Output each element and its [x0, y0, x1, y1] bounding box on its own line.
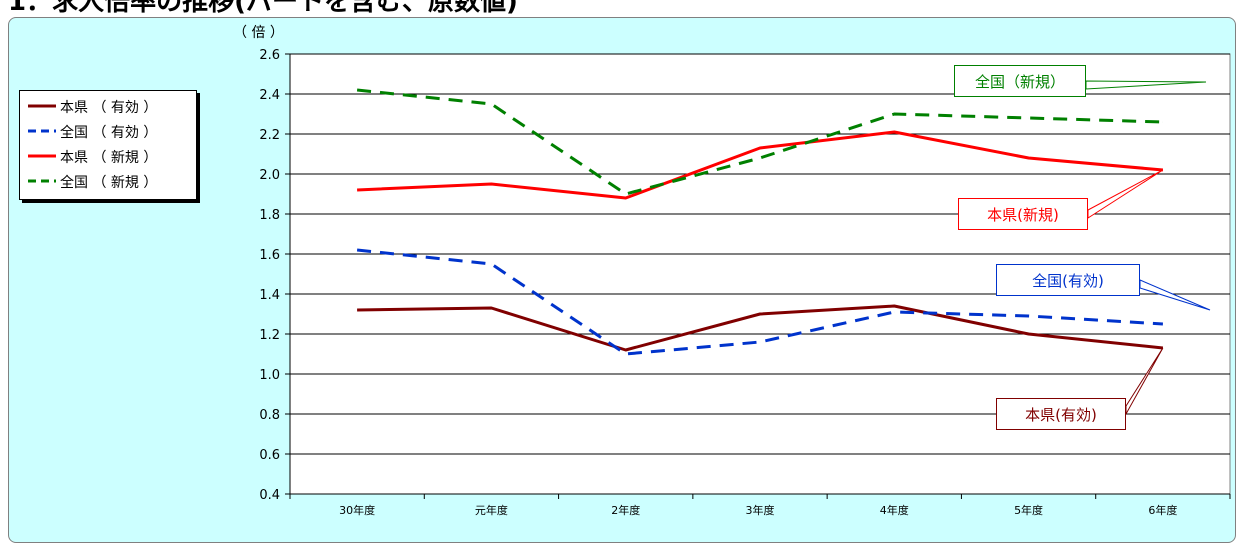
y-tick-label: 1.8	[259, 208, 280, 223]
legend-item-zenkoku-yuko: 全国 （ 有効 ）	[28, 120, 196, 142]
legend-label: 本県 （ 新規 ）	[60, 150, 158, 166]
legend-line-icon	[28, 179, 56, 183]
x-tick-label: 3年度	[746, 503, 775, 517]
legend-line-icon	[28, 104, 56, 108]
legend-line-icon	[28, 129, 56, 133]
y-tick-label: 0.4	[259, 488, 280, 503]
y-tick-label: 1.2	[259, 328, 280, 343]
callout-honken-shinki: 本県(新規)	[958, 198, 1088, 230]
legend-label: 全国 （ 有効 ）	[60, 125, 158, 141]
legend-item-honken-yuko: 本県 （ 有効 ）	[28, 95, 196, 117]
legend-line-icon	[28, 154, 56, 158]
legend-item-zenkoku-shinki: 全国 （ 新規 ）	[28, 170, 196, 192]
x-tick-label: 2年度	[611, 503, 640, 517]
y-tick-label: 2.6	[259, 48, 280, 63]
y-tick-label: 1.4	[259, 288, 280, 303]
y-tick-label: 0.8	[259, 408, 280, 423]
x-tick-label: 5年度	[1014, 503, 1043, 517]
callout-leader	[1139, 279, 1211, 311]
y-tick-label: 2.0	[259, 168, 280, 183]
page-title: 1．求人倍率の推移(パートを含む、原数値)	[8, 0, 518, 17]
y-tick-label: 2.4	[259, 88, 280, 103]
legend-item-honken-shinki: 本県 （ 新規 ）	[28, 145, 196, 167]
callout-zenkoku-yuko: 全国(有効)	[996, 264, 1140, 296]
callout-leader	[1087, 169, 1164, 219]
y-axis-label: （ 倍 ）	[233, 25, 284, 41]
y-tick-label: 0.6	[259, 448, 280, 463]
x-tick-label: 元年度	[475, 503, 508, 517]
callout-honken-yuko: 本県(有効)	[996, 398, 1126, 430]
x-tick-label: 4年度	[880, 503, 909, 517]
legend-label: 本県 （ 有効 ）	[60, 100, 158, 116]
y-tick-label: 2.2	[259, 128, 280, 143]
x-tick-label: 30年度	[339, 503, 375, 517]
legend-label: 全国 （ 新規 ）	[60, 175, 158, 191]
callout-zenkoku-shinki: 全国（新規）	[954, 65, 1086, 97]
y-tick-label: 1.6	[259, 248, 280, 263]
callout-leader	[1125, 347, 1164, 416]
x-tick-label: 6年度	[1148, 503, 1177, 517]
y-tick-label: 1.0	[259, 368, 280, 383]
chart-legend: 本県 （ 有効 ） 全国 （ 有効 ） 本県 （ 新規 ） 全国 （ 新規 ）	[19, 90, 197, 200]
callout-leader	[1085, 80, 1207, 90]
